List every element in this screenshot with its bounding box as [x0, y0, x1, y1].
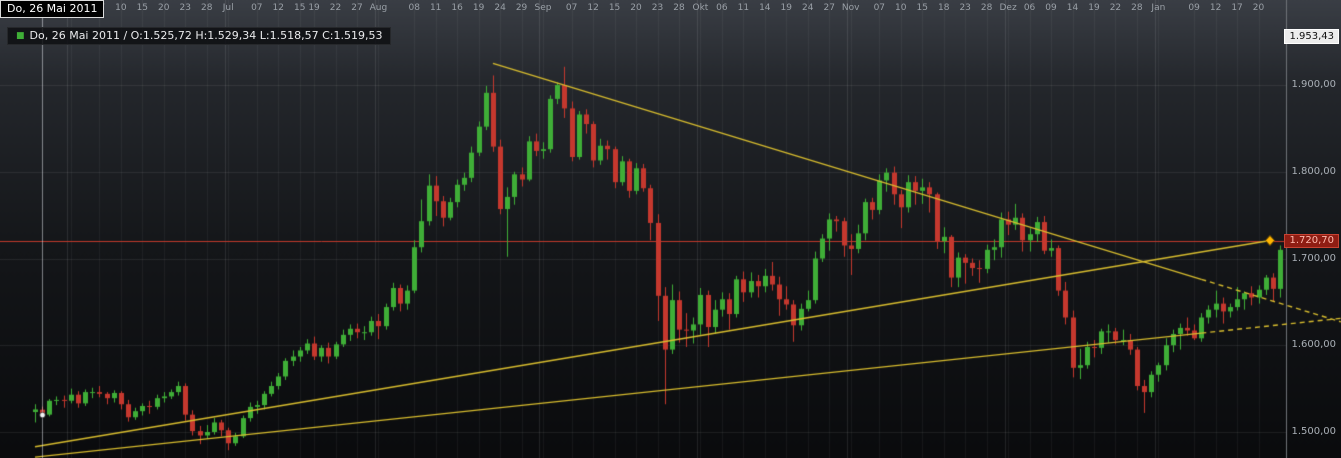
ohlc-text: Do, 26 Mai 2011 / O:1.525,72 H:1.529,34 …	[29, 29, 383, 42]
alert-price-badge[interactable]: 1.720,70	[1284, 233, 1339, 248]
ohlc-info-bar: ■ Do, 26 Mai 2011 / O:1.525,72 H:1.529,34…	[7, 27, 392, 45]
series-marker-icon: ■	[16, 31, 25, 41]
high-price-badge: 1.953,43	[1284, 28, 1339, 44]
crosshair-date-tooltip: Do, 26 Mai 2011	[0, 0, 105, 18]
